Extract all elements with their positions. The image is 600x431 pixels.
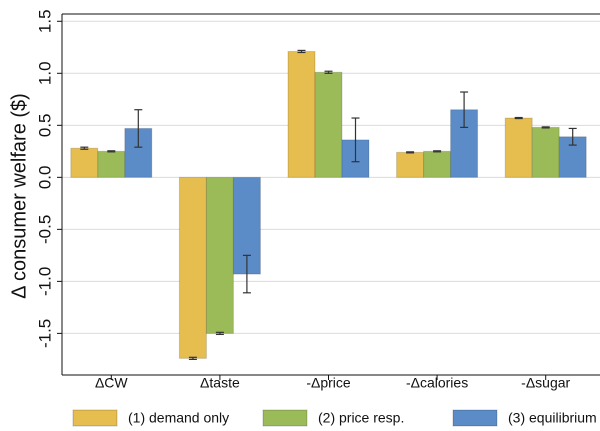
error-bar (406, 151, 415, 154)
y-axis-label: Δ consumer welfare ($) (8, 93, 30, 299)
error-bar (80, 146, 89, 150)
error-bar (460, 91, 469, 128)
error-bar (568, 127, 577, 146)
x-tick-label: -Δsugar (521, 375, 570, 391)
bar (287, 50, 316, 178)
y-tick-label: 1.5 (35, 9, 54, 33)
error-bar (514, 116, 523, 120)
bar (396, 151, 425, 178)
x-tick-label: -Δcalories (406, 375, 468, 391)
x-tick-label: Δtaste (200, 375, 240, 391)
error-bar (188, 356, 197, 360)
error-bar (297, 49, 306, 54)
bar (531, 126, 560, 178)
bar (504, 117, 533, 178)
legend-swatch (72, 409, 118, 427)
error-bar (541, 126, 550, 129)
error-bar (324, 70, 333, 74)
error-bar (351, 117, 360, 163)
bar (314, 71, 343, 178)
legend-label: (3) equilibrium (508, 410, 597, 426)
bar (423, 150, 452, 178)
y-tick-label: -0.5 (35, 215, 54, 244)
legend-label: (1) demand only (128, 410, 229, 426)
error-bar (107, 150, 116, 153)
x-tick-label: ΔCW (95, 375, 128, 391)
error-bar (433, 150, 442, 153)
y-tick-label: -1.5 (35, 319, 54, 348)
legend-swatch (262, 409, 308, 427)
y-tick-label: 0.5 (35, 113, 54, 137)
bar (205, 176, 234, 334)
legend-swatch (452, 409, 498, 427)
error-bar (215, 331, 224, 336)
error-bar (242, 254, 251, 294)
y-tick-label: -1.0 (35, 267, 54, 296)
bar (70, 147, 99, 178)
bar (178, 176, 207, 359)
y-tick-label: 0.0 (35, 166, 54, 190)
bar (97, 150, 126, 178)
legend-label: (2) price resp. (318, 410, 404, 426)
error-bar (134, 109, 143, 148)
y-tick-label: 1.0 (35, 61, 54, 85)
x-tick-label: -Δprice (306, 375, 351, 391)
